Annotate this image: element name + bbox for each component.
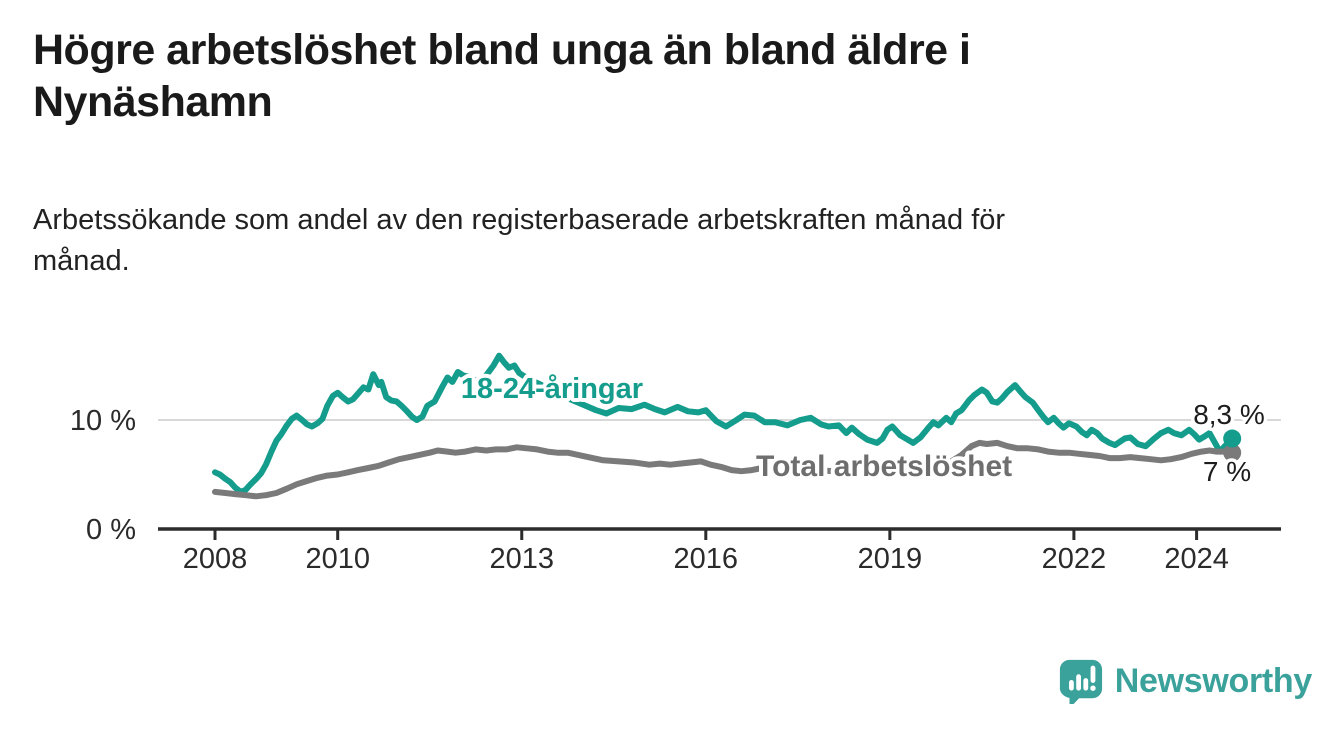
end-dot-total [1223, 443, 1242, 462]
bar-2 [1075, 674, 1081, 691]
end-dot-youth [1223, 429, 1242, 448]
y-tick-label-10: 10 % [70, 405, 136, 437]
x-tick-label-2019: 2019 [858, 543, 923, 575]
page-title: Högre arbetslöshet bland unga än bland ä… [33, 26, 971, 127]
x-tick-label-2008: 2008 [183, 543, 248, 575]
page-subtitle: Arbetssökande som andel av den registerb… [33, 204, 1006, 277]
bar-1 [1068, 680, 1074, 691]
end-label-total: 7 % [1203, 456, 1251, 487]
newsworthy-bubble-chart-icon [1059, 659, 1102, 704]
newsworthy-logo: Newsworthy [1058, 656, 1312, 706]
x-tick-label-2016: 2016 [674, 543, 739, 575]
brand-name: Newsworthy [1114, 661, 1313, 700]
x-tick-label-2010: 2010 [305, 543, 370, 575]
series-line-youth [212, 352, 1236, 495]
series-line-total [212, 439, 1236, 500]
end-label-youth: 8,3 % [1193, 399, 1265, 430]
exclamation-bar [1090, 665, 1096, 683]
y-tick-label-0: 0 % [86, 514, 136, 546]
x-tick-label-2013: 2013 [489, 543, 554, 575]
series-label-youth: 18-24-åringar [461, 373, 643, 405]
series-label-total: Total arbetslöshet [756, 450, 1012, 483]
exclamation-dot [1090, 685, 1096, 691]
x-tick-label-2022: 2022 [1042, 543, 1107, 575]
bar-3 [1083, 678, 1088, 691]
x-tick-label-2024: 2024 [1164, 543, 1229, 575]
